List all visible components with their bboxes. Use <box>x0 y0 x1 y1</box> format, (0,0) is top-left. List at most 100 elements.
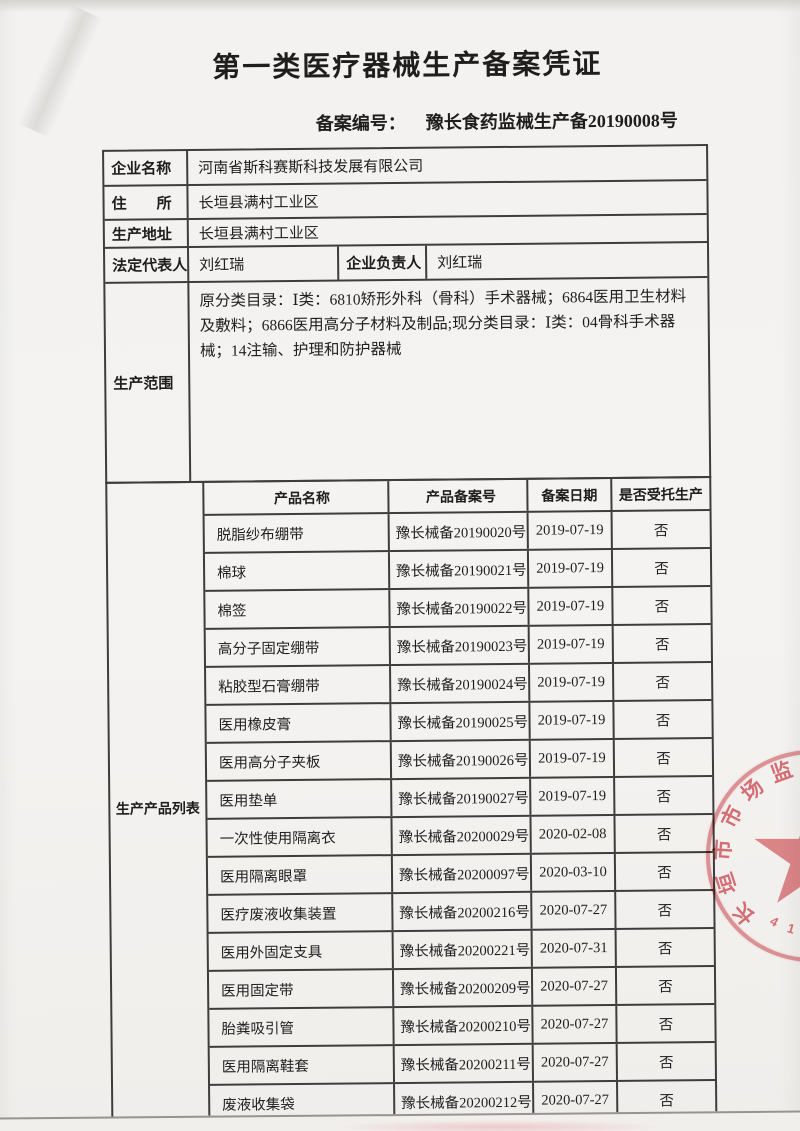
product-list-label: 生产产品列表 <box>107 482 211 1131</box>
product-table: 产品名称 产品备案号 备案日期 是否受托生产 脱脂纱布绷带 豫长械备2019002… <box>204 478 716 1131</box>
cell-name: 医用固定带 <box>208 970 395 1008</box>
cell-entrusted: 否 <box>655 674 671 692</box>
table-row-residence: 住 所 长垣县满村工业区 <box>104 179 707 219</box>
residence-value: 长垣县满村工业区 <box>198 194 319 212</box>
cell-date: 2019-07-19 <box>530 663 615 701</box>
cell-name: 医用外固定支具 <box>208 932 394 970</box>
production-scope-value: 原分类目录：Ⅰ类：6810矫形外科（骨科）手术器械；6864医用卫生材料及敷料；… <box>199 288 687 361</box>
cell-entrusted: 否 <box>659 1054 674 1072</box>
enterprise-principal-label: 企业负责人 <box>336 245 428 280</box>
legal-representative-label: 法定代表人 <box>104 248 190 282</box>
cell-name: 棉签 <box>205 590 391 628</box>
enterprise-principal-value: 刘红瑞 <box>437 255 483 272</box>
table-row: 医疗废液收集装置 豫长械备20200216号 2020-07-27 否 <box>208 891 714 934</box>
production-scope-label: 生产范围 <box>105 283 192 482</box>
cell-date: 2020-07-27 <box>532 967 618 1005</box>
table-row-representatives: 法定代表人 刘红瑞 企业负责人 刘红瑞 <box>104 241 708 282</box>
cell-record_no: 豫长械备20200221号 <box>393 930 533 969</box>
cell-record_no: 豫长械备20190024号 <box>391 664 531 703</box>
table-row: 医用隔离鞋套 豫长械备20200211号 2020-07-27 否 <box>209 1043 716 1086</box>
header-product-name: 产品名称 <box>204 481 390 514</box>
cell-entrusted: 否 <box>657 940 673 958</box>
cell-record_no: 豫长械备20190026号 <box>391 740 532 779</box>
cell-entrusted: 否 <box>657 902 673 920</box>
table-row: 一次性使用隔离衣 豫长械备20200029号 2020-02-08 否 <box>207 815 713 858</box>
cell-entrusted: 否 <box>653 522 669 540</box>
cell-entrusted: 否 <box>658 1016 674 1034</box>
table-row: 医用垫单 豫长械备20190027号 2019-07-19 否 <box>207 777 713 820</box>
table-row: 脱脂纱布绷带 豫长械备20190020号 2019-07-19 否 <box>204 511 710 554</box>
product-table-header: 产品名称 产品备案号 备案日期 是否受托生产 <box>204 478 710 516</box>
cell-date: 2020-07-27 <box>532 891 617 929</box>
product-list-section: 生产产品列表 产品名称 产品备案号 备案日期 是否受托生产 脱脂纱布绷带 豫长械备… <box>105 476 718 1131</box>
cell-record_no: 豫长械备20190021号 <box>389 550 530 589</box>
company-info-table: 企业名称 河南省斯科赛斯科技发展有限公司 住 所 长垣县满村工业区 生产地址 长… <box>102 144 712 484</box>
scan-ink-smudge <box>330 1120 670 1131</box>
cell-entrusted: 否 <box>657 864 672 882</box>
table-row: 棉签 豫长械备20190022号 2019-07-19 否 <box>205 587 711 630</box>
cell-date: 2019-07-19 <box>529 625 614 663</box>
residence-label: 住 所 <box>104 186 189 219</box>
cell-date: 2019-07-19 <box>529 587 614 625</box>
table-row: 棉球 豫长械备20190021号 2019-07-19 否 <box>204 549 711 592</box>
cell-date: 2020-07-31 <box>532 929 617 967</box>
cell-name: 胎粪吸引管 <box>209 1008 395 1046</box>
cell-entrusted: 否 <box>654 598 670 616</box>
header-record-number: 产品备案号 <box>389 479 529 513</box>
cell-entrusted: 否 <box>656 788 672 806</box>
cell-date: 2020-07-27 <box>533 1005 618 1043</box>
table-row: 医用高分子夹板 豫长械备20190026号 2019-07-19 否 <box>206 739 713 782</box>
table-row: 医用外固定支具 豫长械备20200221号 2020-07-31 否 <box>208 929 714 972</box>
cell-name: 粘胶型石膏绷带 <box>206 666 392 704</box>
production-address-label: 生产地址 <box>104 220 189 247</box>
record-number-value: 豫长食药监械生产备20190008号 <box>425 110 678 133</box>
cell-record_no: 豫长械备20200097号 <box>392 854 533 893</box>
company-name-label: 企业名称 <box>104 151 189 185</box>
cell-name: 医用高分子夹板 <box>206 742 393 780</box>
cell-entrusted: 否 <box>656 826 672 844</box>
cell-name: 脱脂纱布绷带 <box>204 514 390 552</box>
table-row: 高分子固定绷带 豫长械备20190023号 2019-07-19 否 <box>205 625 712 668</box>
cell-entrusted: 否 <box>655 712 671 730</box>
table-row-company-name: 企业名称 河南省斯科赛斯科技发展有限公司 <box>104 146 706 185</box>
record-number-line: 备案编号： 豫长食药监械生产备20190008号 <box>316 106 678 135</box>
cell-name: 一次性使用隔离衣 <box>207 818 393 856</box>
cell-record_no: 豫长械备20190023号 <box>390 626 530 665</box>
seal-char: 市 <box>711 838 736 862</box>
cell-record_no: 豫长械备20190020号 <box>389 512 529 551</box>
table-row-production-scope: 生产范围 原分类目录：Ⅰ类：6810矫形外科（骨科）手术器械；6864医用卫生材… <box>105 276 710 482</box>
cell-name: 医疗废液收集装置 <box>208 894 394 932</box>
record-number-label: 备案编号： <box>315 112 406 134</box>
cell-entrusted: 否 <box>654 560 669 578</box>
cell-record_no: 豫长械备20190022号 <box>390 588 530 627</box>
company-name-value: 河南省斯科赛斯科技发展有限公司 <box>198 158 424 177</box>
cell-date: 2020-07-27 <box>533 1043 619 1081</box>
scan-top-shadow <box>0 0 800 12</box>
cell-record_no: 豫长械备20190025号 <box>391 702 531 741</box>
table-row: 医用隔离眼罩 豫长械备20200097号 2020-03-10 否 <box>207 853 714 896</box>
page-title: 第一类医疗器械生产备案凭证 <box>212 49 603 84</box>
cell-record_no: 豫长械备20200211号 <box>394 1044 535 1083</box>
cell-date: 2019-07-19 <box>530 701 615 739</box>
cell-name: 医用隔离眼罩 <box>207 856 394 894</box>
cell-date: 2020-03-10 <box>531 853 617 891</box>
cell-date: 2019-07-19 <box>528 549 614 587</box>
cell-date: 2019-07-19 <box>528 511 613 549</box>
cell-entrusted: 否 <box>655 636 670 654</box>
product-rows: 脱脂纱布绷带 豫长械备20190020号 2019-07-19 否棉球 豫长械备2019… <box>204 511 716 1124</box>
cell-name: 高分子固定绷带 <box>205 628 391 666</box>
cell-record_no: 豫长械备20200029号 <box>392 816 532 855</box>
cell-name: 医用橡皮膏 <box>206 704 392 742</box>
cell-date: 2019-07-19 <box>531 777 616 815</box>
header-record-date: 备案日期 <box>528 478 613 511</box>
production-address-value: 长垣县满村工业区 <box>198 225 319 243</box>
cell-date: 2020-02-08 <box>531 815 616 853</box>
cell-name: 棉球 <box>204 552 391 590</box>
cell-name: 医用隔离鞋套 <box>209 1046 396 1084</box>
table-row: 医用固定带 豫长械备20200209号 2020-07-27 否 <box>208 967 715 1010</box>
header-entrusted: 是否受托生产 <box>618 487 703 504</box>
table-row: 医用橡皮膏 豫长械备20190025号 2019-07-19 否 <box>206 701 712 744</box>
